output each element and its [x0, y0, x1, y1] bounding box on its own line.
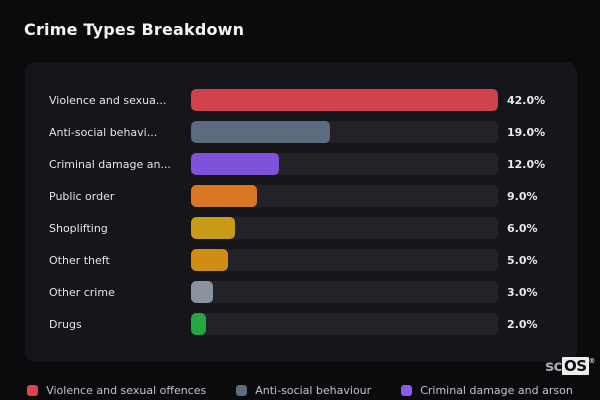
value-label: 42.0% [507, 93, 546, 107]
chart-row: Violence and sexua... 42.0% [49, 84, 553, 116]
category-label: Anti-social behavi... [49, 125, 158, 139]
chart-row: Drugs 2.0% [49, 308, 553, 340]
legend-label: Anti-social behaviour [255, 384, 372, 397]
value-label: 5.0% [507, 253, 538, 267]
chart-row: Shoplifting 6.0% [49, 212, 553, 244]
bar[interactable] [191, 121, 330, 143]
value-label: 6.0% [507, 221, 538, 235]
category-label: Shoplifting [49, 221, 108, 235]
bar-track [191, 153, 498, 175]
bar[interactable] [191, 185, 257, 207]
chart-legend: Violence and sexual offences Anti-social… [0, 384, 600, 397]
bar-track [191, 249, 498, 271]
bar[interactable] [191, 313, 206, 335]
legend-item[interactable]: Criminal damage and arson [401, 384, 573, 397]
chart-card: Violence and sexua... 42.0% Anti-social … [25, 62, 577, 362]
category-label: Other crime [49, 285, 115, 299]
chart-row: Anti-social behavi... 19.0% [49, 116, 553, 148]
value-label: 9.0% [507, 189, 538, 203]
category-label: Criminal damage an... [49, 157, 171, 171]
chart-row: Criminal damage an... 12.0% [49, 148, 553, 180]
bar[interactable] [191, 217, 235, 239]
legend-item[interactable]: Violence and sexual offences [27, 384, 206, 397]
bar[interactable] [191, 281, 213, 303]
value-label: 2.0% [507, 317, 538, 331]
legend-swatch-icon [27, 385, 39, 396]
bar-track [191, 313, 498, 335]
category-label: Drugs [49, 317, 82, 331]
chart-row: Other crime 3.0% [49, 276, 553, 308]
legend-label: Violence and sexual offences [46, 384, 207, 397]
bar-track [191, 281, 498, 303]
bar-track [191, 121, 498, 143]
scos-logo: sc OS ® [545, 356, 595, 376]
bar[interactable] [191, 89, 498, 111]
category-label: Other theft [49, 253, 110, 267]
scos-logo-prefix: sc [545, 357, 562, 375]
legend-item[interactable]: Anti-social behaviour [236, 384, 371, 397]
chart-rows: Violence and sexua... 42.0% Anti-social … [49, 84, 553, 340]
bar-track [191, 89, 498, 111]
scos-logo-suffix: OS [561, 357, 589, 375]
bar[interactable] [191, 153, 279, 175]
legend-swatch-icon [401, 385, 413, 396]
legend-label: Criminal damage and arson [420, 384, 573, 397]
value-label: 12.0% [507, 157, 546, 171]
category-label: Public order [49, 189, 115, 203]
page-title: Crime Types Breakdown [24, 20, 245, 39]
bar-track [191, 217, 498, 239]
bar[interactable] [191, 249, 228, 271]
chart-row: Other theft 5.0% [49, 244, 553, 276]
bar-track [191, 185, 498, 207]
registered-mark-icon: ® [588, 357, 596, 365]
legend-swatch-icon [236, 385, 248, 396]
value-label: 3.0% [507, 285, 538, 299]
value-label: 19.0% [507, 125, 546, 139]
category-label: Violence and sexua... [49, 93, 167, 107]
chart-row: Public order 9.0% [49, 180, 553, 212]
